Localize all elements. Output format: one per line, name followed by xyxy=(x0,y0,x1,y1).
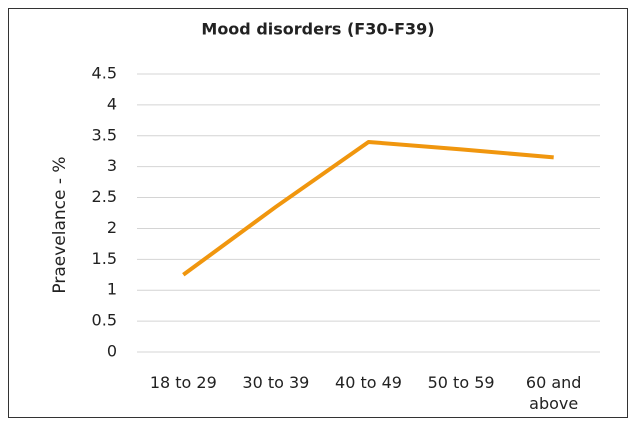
x-tick-label: 18 to 29 xyxy=(149,373,217,392)
line xyxy=(182,139,554,277)
y-tick-label: 2 xyxy=(107,218,117,237)
y-tick-label: 3.5 xyxy=(92,125,117,144)
y-tick-label: 4.5 xyxy=(92,64,117,83)
y-tick-label: 3 xyxy=(107,156,117,175)
y-tick-label: 1 xyxy=(107,280,117,299)
y-tick-label: 2.5 xyxy=(92,187,117,206)
y-axis-label: Praevelance - % xyxy=(50,156,70,293)
x-tick-label: 30 to 39 xyxy=(242,373,310,392)
x-tick-label: 40 to 49 xyxy=(335,373,402,392)
border xyxy=(8,8,628,418)
x-tick-label: 60 and above xyxy=(525,373,582,413)
x-tick-label: 50 to 59 xyxy=(427,373,495,392)
y-tick-label: 0 xyxy=(107,342,117,361)
y-tick-label: 4 xyxy=(107,94,117,113)
y-tick-label: 1.5 xyxy=(92,249,117,268)
y-tick-label: 0.5 xyxy=(92,311,117,330)
chart-title: Mood disorders (F30-F39) xyxy=(201,20,434,39)
